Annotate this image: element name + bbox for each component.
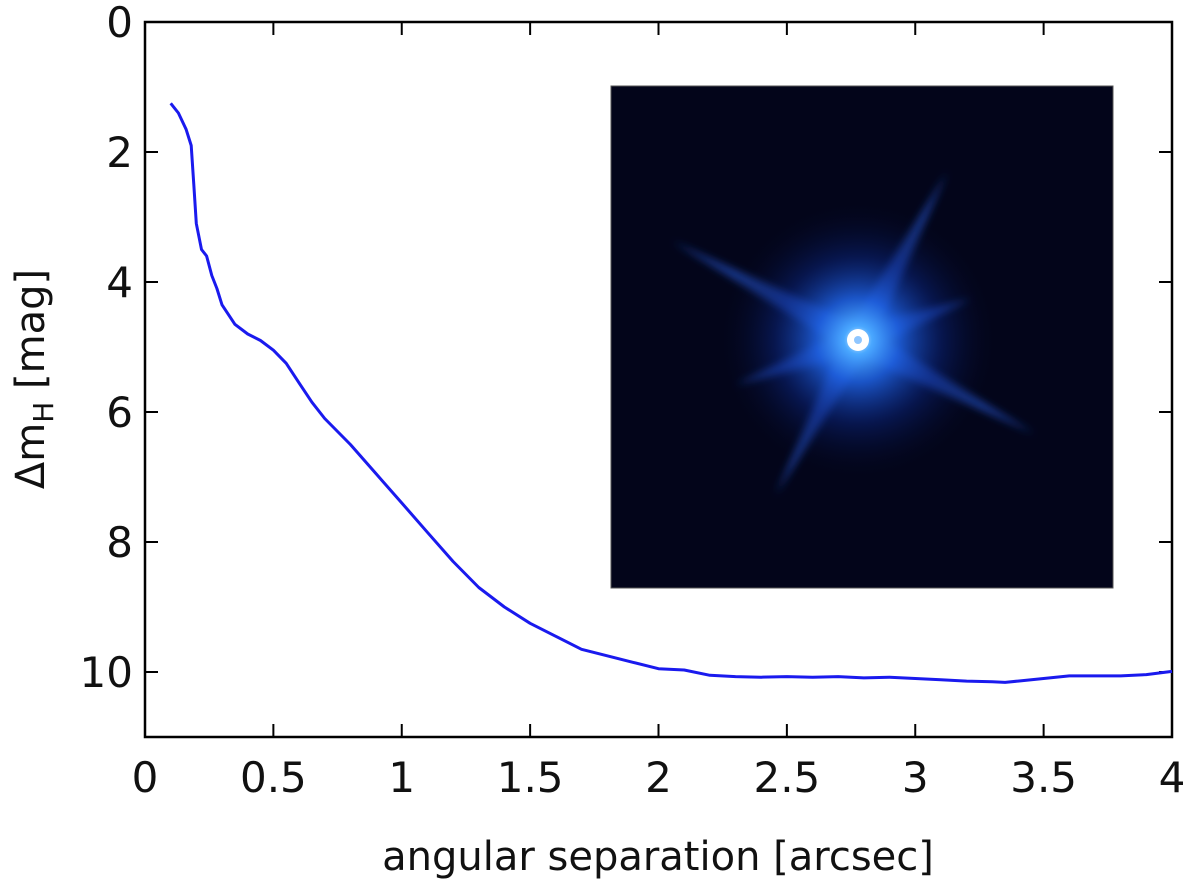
x-tick-label: 3 <box>902 753 929 802</box>
y-tick-label: 10 <box>80 648 133 697</box>
x-tick-label: 3.5 <box>1010 753 1077 802</box>
y-tick-label: 6 <box>106 388 133 437</box>
x-tick-label: 0 <box>132 753 159 802</box>
y-tick-label: 2 <box>106 128 133 177</box>
y-tick-label: 4 <box>106 258 133 307</box>
y-axis-label-subscript: H <box>27 402 60 423</box>
y-tick-label: 0 <box>106 0 133 47</box>
y-axis-label-prefix: Δm <box>8 423 54 489</box>
x-axis-ticks: 0 0.5 1 1.5 2 2.5 3 3.5 4 <box>132 22 1186 802</box>
x-tick-label: 2.5 <box>753 753 820 802</box>
y-axis-label-suffix: [mag] <box>8 269 54 402</box>
x-axis-label: angular separation [arcsec] <box>382 834 934 880</box>
x-tick-label: 2 <box>645 753 672 802</box>
y-axis-label: ΔmH [mag] <box>8 269 60 489</box>
series-line-contrast-curve <box>169 102 1173 684</box>
x-tick-label: 1.5 <box>497 753 564 802</box>
series-layer <box>169 102 1173 684</box>
inset-psf-image <box>610 85 1114 589</box>
x-tick-label: 1 <box>388 753 415 802</box>
inset-core-hole <box>854 336 862 344</box>
y-tick-label: 8 <box>106 518 133 567</box>
x-tick-label: 4 <box>1159 753 1186 802</box>
x-tick-label: 0.5 <box>240 753 307 802</box>
y-axis-ticks: 0 2 4 6 8 10 <box>80 0 1172 697</box>
